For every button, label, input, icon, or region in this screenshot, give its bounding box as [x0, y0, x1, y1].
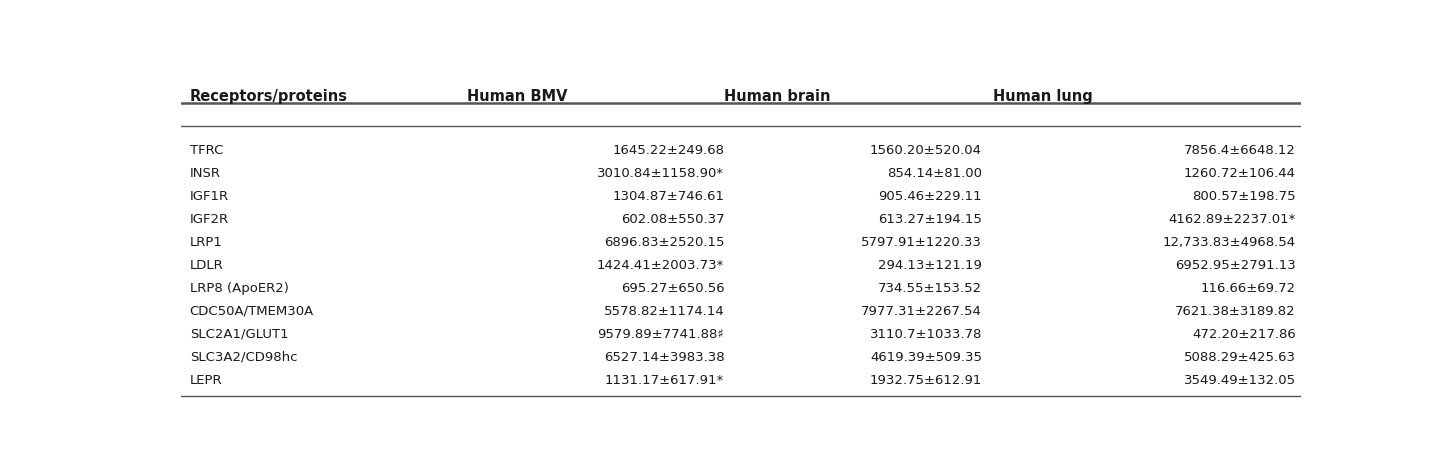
Text: 6952.95±2791.13: 6952.95±2791.13 — [1176, 258, 1296, 271]
Text: SLC3A2/CD98hc: SLC3A2/CD98hc — [189, 350, 298, 363]
Text: 1304.87±746.61: 1304.87±746.61 — [612, 190, 724, 202]
Text: 7856.4±6648.12: 7856.4±6648.12 — [1184, 144, 1296, 157]
Text: 602.08±550.37: 602.08±550.37 — [620, 212, 724, 225]
Text: 1260.72±106.44: 1260.72±106.44 — [1184, 167, 1296, 180]
Text: 9579.89±7741.88♯: 9579.89±7741.88♯ — [597, 327, 724, 340]
Text: 5797.91±1220.33: 5797.91±1220.33 — [862, 235, 982, 248]
Text: IGF2R: IGF2R — [189, 212, 228, 225]
Text: 1645.22±249.68: 1645.22±249.68 — [612, 144, 724, 157]
Text: LRP1: LRP1 — [189, 235, 223, 248]
Text: 7621.38±3189.82: 7621.38±3189.82 — [1176, 304, 1296, 317]
Text: 4619.39±509.35: 4619.39±509.35 — [870, 350, 982, 363]
Text: 116.66±69.72: 116.66±69.72 — [1200, 281, 1296, 294]
Text: 1932.75±612.91: 1932.75±612.91 — [869, 373, 982, 386]
Text: LEPR: LEPR — [189, 373, 223, 386]
Text: 12,733.83±4968.54: 12,733.83±4968.54 — [1163, 235, 1296, 248]
Text: 4162.89±2237.01*: 4162.89±2237.01* — [1168, 212, 1296, 225]
Text: 7977.31±2267.54: 7977.31±2267.54 — [862, 304, 982, 317]
Text: INSR: INSR — [189, 167, 221, 180]
Text: 3549.49±132.05: 3549.49±132.05 — [1184, 373, 1296, 386]
Text: 854.14±81.00: 854.14±81.00 — [886, 167, 982, 180]
Text: 6527.14±3983.38: 6527.14±3983.38 — [603, 350, 724, 363]
Text: 3010.84±1158.90*: 3010.84±1158.90* — [597, 167, 724, 180]
Text: 695.27±650.56: 695.27±650.56 — [620, 281, 724, 294]
Text: 294.13±121.19: 294.13±121.19 — [878, 258, 982, 271]
Text: TFRC: TFRC — [189, 144, 223, 157]
Text: 3110.7±1033.78: 3110.7±1033.78 — [869, 327, 982, 340]
Text: 800.57±198.75: 800.57±198.75 — [1192, 190, 1296, 202]
Text: 905.46±229.11: 905.46±229.11 — [878, 190, 982, 202]
Text: 1560.20±520.04: 1560.20±520.04 — [870, 144, 982, 157]
Text: SLC2A1/GLUT1: SLC2A1/GLUT1 — [189, 327, 288, 340]
Text: IGF1R: IGF1R — [189, 190, 228, 202]
Text: Human lung: Human lung — [993, 89, 1093, 104]
Text: 613.27±194.15: 613.27±194.15 — [878, 212, 982, 225]
Text: 6896.83±2520.15: 6896.83±2520.15 — [604, 235, 724, 248]
Text: Receptors/proteins: Receptors/proteins — [189, 89, 347, 104]
Text: Human brain: Human brain — [724, 89, 831, 104]
Text: CDC50A/TMEM30A: CDC50A/TMEM30A — [189, 304, 314, 317]
Text: 472.20±217.86: 472.20±217.86 — [1192, 327, 1296, 340]
Text: Human BMV: Human BMV — [467, 89, 567, 104]
Text: 734.55±153.52: 734.55±153.52 — [878, 281, 982, 294]
Text: 5088.29±425.63: 5088.29±425.63 — [1184, 350, 1296, 363]
Text: LRP8 (ApoER2): LRP8 (ApoER2) — [189, 281, 289, 294]
Text: 1424.41±2003.73*: 1424.41±2003.73* — [597, 258, 724, 271]
Text: LDLR: LDLR — [189, 258, 224, 271]
Text: 1131.17±617.91*: 1131.17±617.91* — [604, 373, 724, 386]
Text: 5578.82±1174.14: 5578.82±1174.14 — [603, 304, 724, 317]
